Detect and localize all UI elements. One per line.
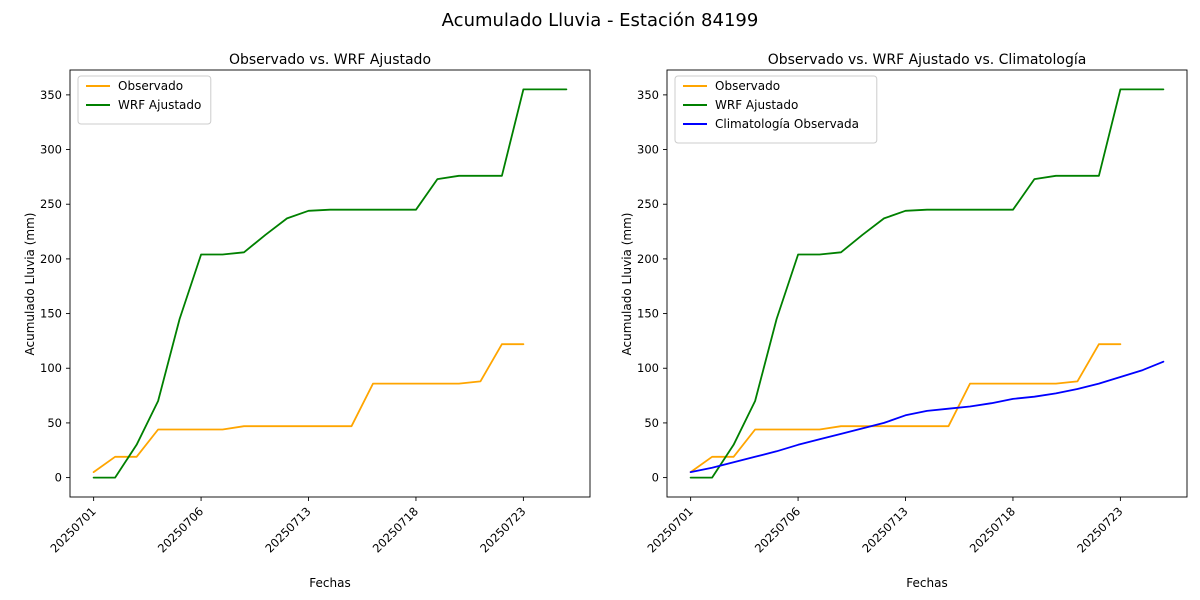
x-tick-label: 20250723 [477,504,528,555]
subplot-left-xlabel: Fechas [309,576,351,590]
y-tick-label: 300 [40,143,62,157]
x-tick-label: 20250701 [644,504,695,555]
legend-label: Observado [715,79,780,93]
y-tick-label: 100 [40,361,62,375]
y-tick-label: 350 [637,88,659,102]
y-tick-label: 200 [637,252,659,266]
x-tick-label: 20250701 [47,504,98,555]
y-tick-label: 100 [637,361,659,375]
series-line-wrf-ajustado [92,88,568,479]
subplot-left-title: Observado vs. WRF Ajustado [228,52,432,68]
subplot-right-title: Observado vs. WRF Ajustado vs. Climatolo… [767,52,1087,68]
y-tick-label: 50 [47,416,62,430]
series-line-observado [689,343,1122,474]
legend-label: WRF Ajustado [715,98,798,112]
x-tick-label: 20250706 [752,504,803,555]
legend [674,75,878,144]
y-tick-label: 0 [652,471,659,485]
y-tick-label: 200 [40,252,62,266]
legend-label: Observado [118,79,183,93]
y-tick-label: 150 [637,307,659,321]
y-tick-label: 50 [644,416,659,430]
x-tick-label: 20250706 [155,504,206,555]
subplot-right: Observado vs. WRF Ajustado vs. Climatolo… [597,40,1197,600]
y-tick-label: 150 [40,307,62,321]
subplot-right-canvas: 0 50 100 150 200 250 300 350 20250701 20250706 202… [637,69,1188,556]
subplot-right-xlabel: Fechas [906,576,948,590]
y-tick-label: 250 [40,197,62,211]
legend [77,75,212,125]
figure-title: Acumulado Lluvia - Estación 84199 [441,10,759,31]
subplot-left-canvas: 0 50 100 150 200 250 300 350 20250701 20250706 202… [40,69,591,556]
y-tick-label: 250 [637,197,659,211]
x-tick-label: 20250718 [370,504,421,555]
x-tick-label: 20250723 [1074,504,1125,555]
legend-label: WRF Ajustado [118,98,201,112]
legend-label: Climatología Observada [715,117,859,131]
x-tick-label: 20250713 [262,504,313,555]
axes-frame [666,69,1188,498]
x-tick-label: 20250718 [967,504,1018,555]
y-tick-label: 350 [40,88,62,102]
y-tick-label: 300 [637,143,659,157]
series-line-wrf-ajustado [689,88,1165,479]
subplot-left: Observado vs. WRF Ajustado Acumulado Llu… [0,40,600,600]
axes-frame [69,69,591,498]
series-line-climatología-observada [689,360,1165,474]
series-line-observado [92,343,525,474]
y-tick-label: 0 [55,471,62,485]
x-tick-label: 20250713 [859,504,910,555]
